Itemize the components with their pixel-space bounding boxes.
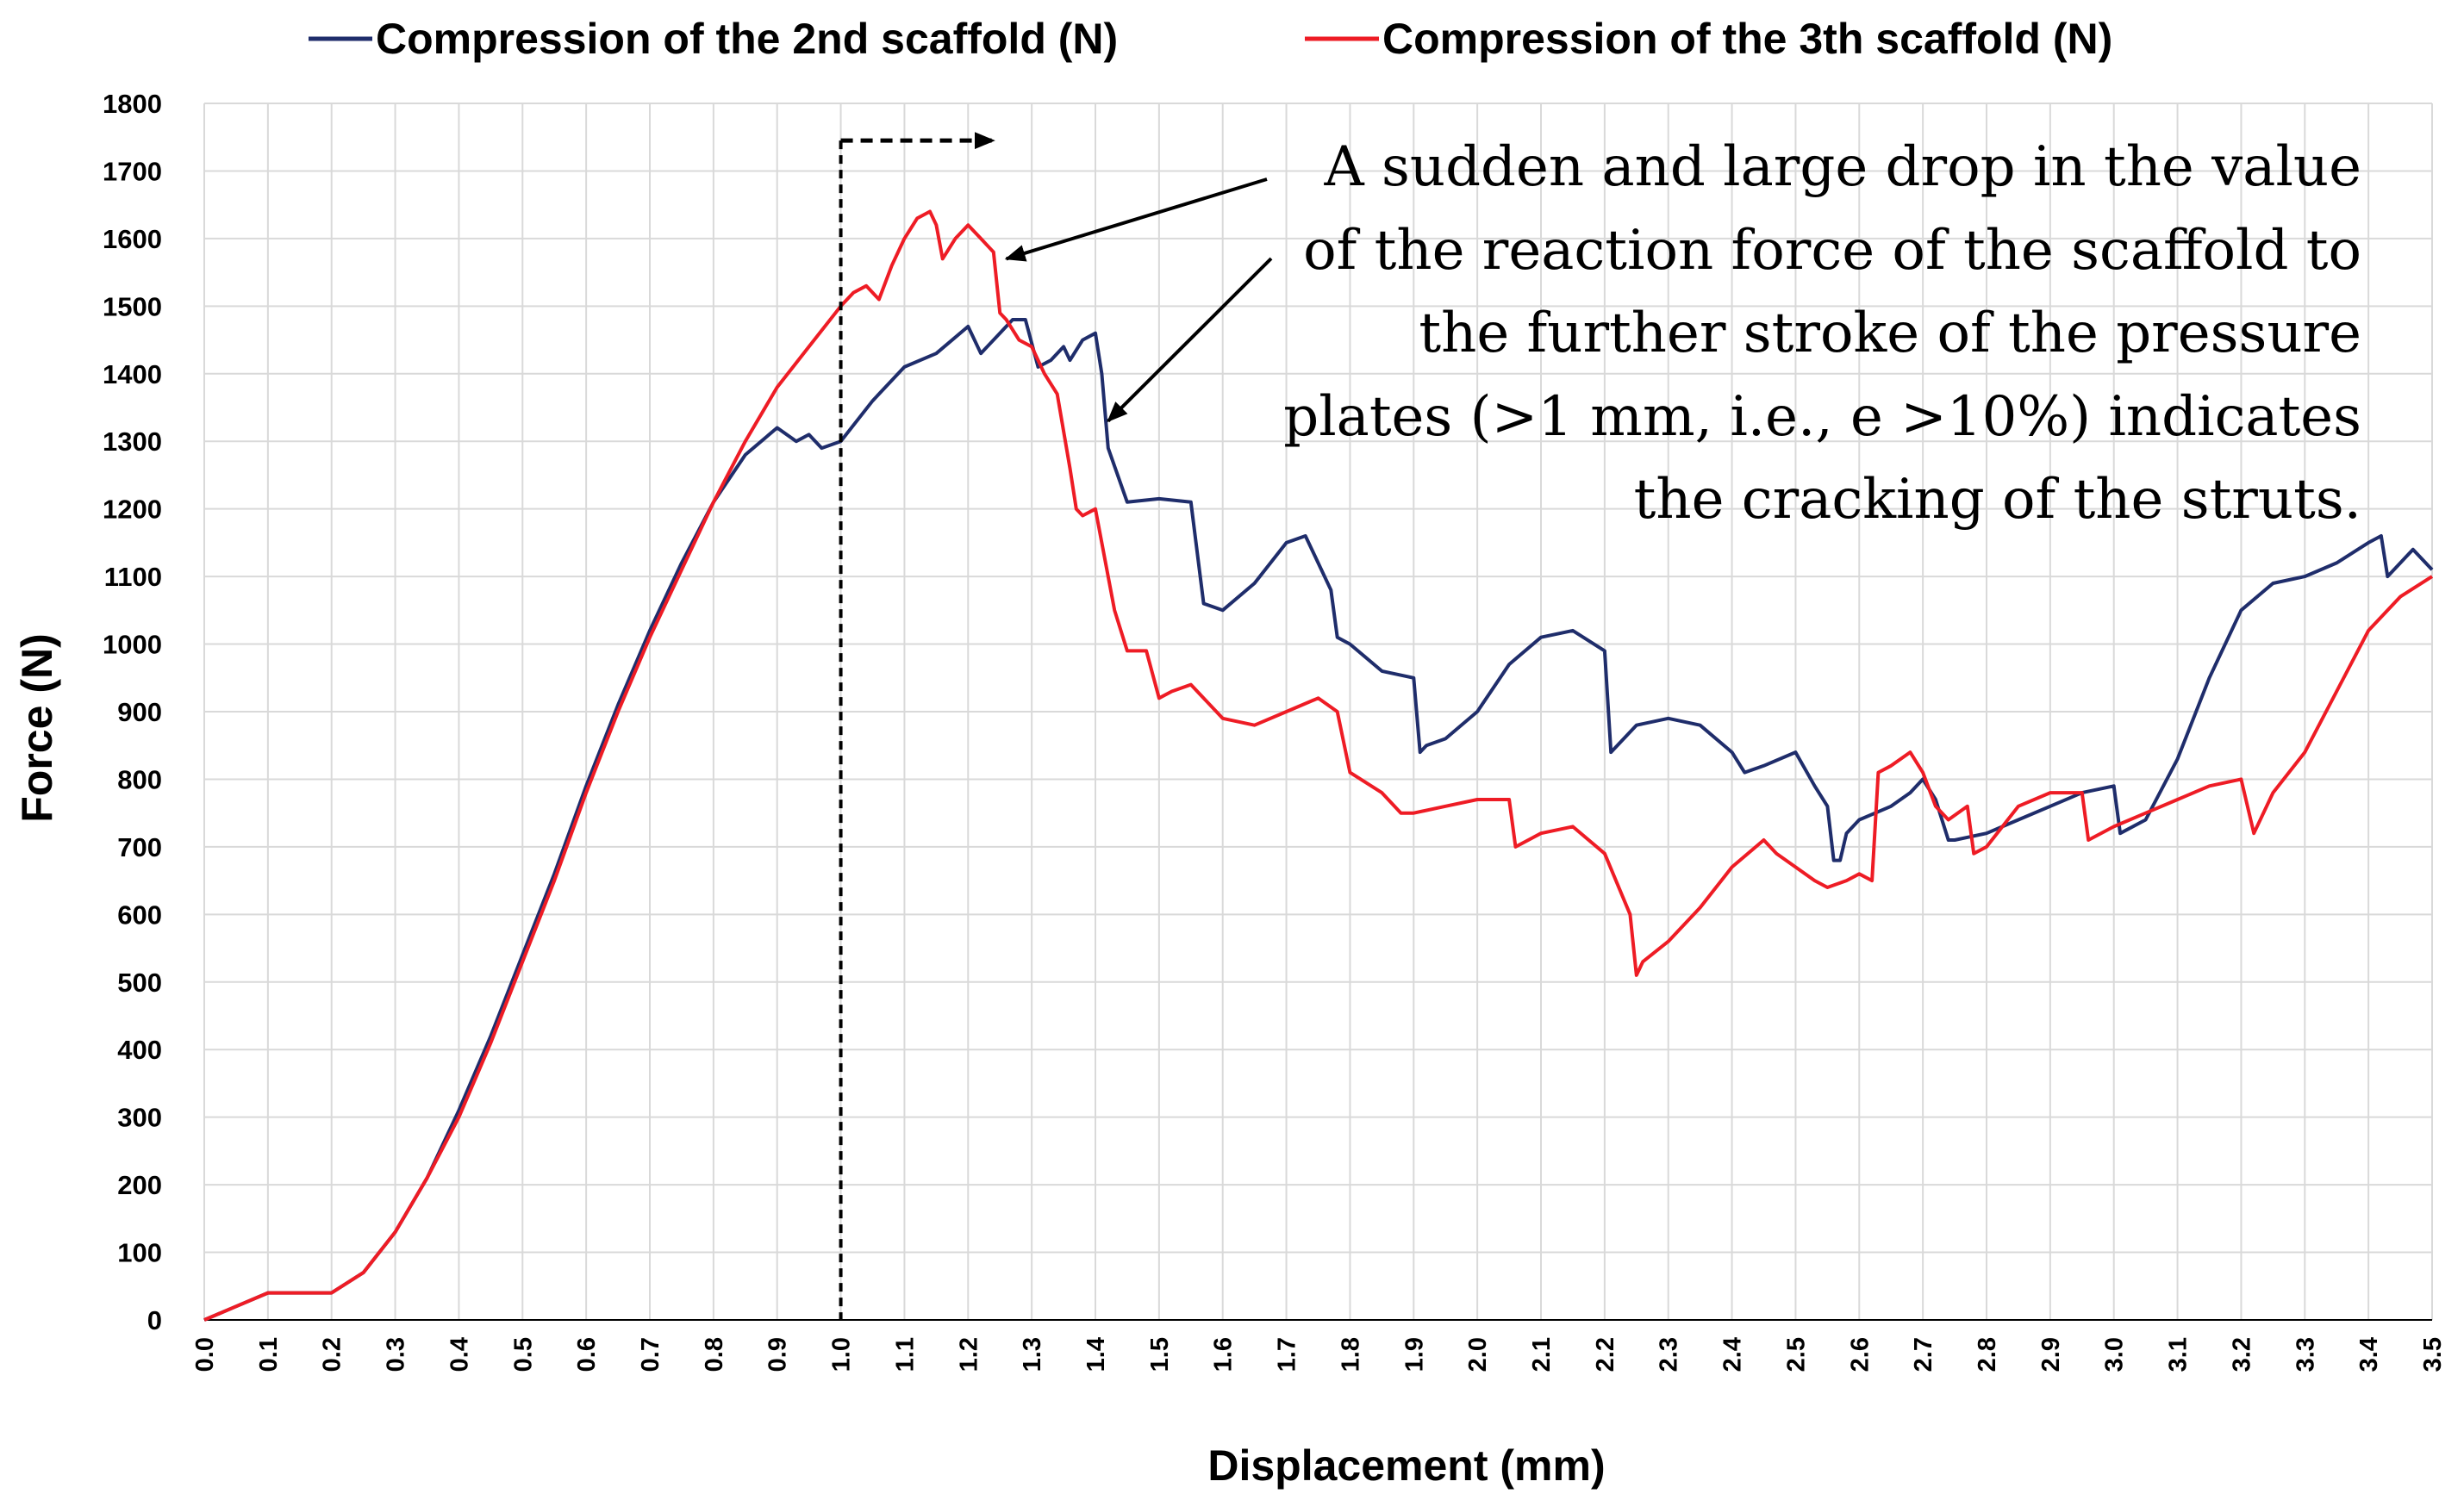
y-tick-label: 1500 (103, 291, 162, 321)
x-tick-label: 3.4 (2355, 1337, 2383, 1372)
x-tick-label: 2.5 (1782, 1337, 1810, 1372)
y-tick-label: 300 (117, 1103, 162, 1133)
y-tick-label: 100 (117, 1238, 162, 1268)
y-tick-label: 1600 (103, 224, 162, 254)
annotation-arrows (1004, 177, 1273, 423)
y-tick-label: 1400 (103, 359, 162, 389)
y-axis-title: Force (N) (13, 633, 61, 822)
annotation-arrow (1107, 257, 1273, 423)
x-tick-label: 2.2 (1592, 1337, 1619, 1372)
x-tick-label: 3.3 (2292, 1337, 2319, 1372)
x-tick-label: 1.1 (891, 1337, 919, 1372)
x-axis-title: Displacement (mm) (1207, 1441, 1605, 1490)
x-tick-label: 2.8 (1974, 1337, 2001, 1372)
y-tick-label: 1300 (103, 426, 162, 457)
annotation-line-5: the cracking of the struts. (1634, 468, 2361, 532)
x-tick-label: 3.1 (2165, 1337, 2193, 1372)
x-tick-label: 1.7 (1274, 1337, 1301, 1372)
x-tick-label: 0.3 (383, 1337, 410, 1372)
legend-label-series1: Compression of the 2nd scaffold (N) (376, 15, 1118, 63)
y-tick-label: 1700 (103, 156, 162, 186)
annotation-text: A sudden and large drop in the value of … (1283, 135, 2361, 532)
y-tick-label: 1100 (104, 562, 162, 592)
legend: Compression of the 2nd scaffold (N) Comp… (309, 15, 2112, 63)
annotation-line-4: plates (>1 mm, i.e., e >10%) indicates (1283, 385, 2361, 449)
y-tick-label: 200 (117, 1170, 162, 1200)
x-tick-label: 3.2 (2228, 1337, 2255, 1372)
x-tick-label: 1.3 (1019, 1337, 1046, 1372)
x-tick-label: 3.0 (2101, 1337, 2129, 1372)
x-tick-label: 1.9 (1400, 1337, 1428, 1372)
x-tick-label: 0.6 (573, 1337, 601, 1372)
x-tick-label: 2.4 (1719, 1337, 1747, 1372)
x-tick-label: 2.7 (1910, 1337, 1937, 1372)
x-tick-label: 0.8 (701, 1337, 728, 1372)
y-tick-label: 500 (117, 968, 162, 998)
x-tick-label: 0.1 (255, 1337, 283, 1372)
x-tick-label: 1.8 (1337, 1337, 1364, 1372)
onset-marker (839, 132, 995, 1320)
y-tick-label: 0 (147, 1305, 162, 1335)
series-lines (203, 209, 2434, 1322)
x-tick-label: 2.1 (1528, 1337, 1556, 1372)
x-tick-label: 0.5 (509, 1337, 537, 1372)
x-tick-label: 2.6 (1846, 1337, 1874, 1372)
x-tick-label: 0.0 (191, 1337, 219, 1372)
x-tick-label: 2.0 (1464, 1337, 1492, 1372)
annotation-arrow (1004, 177, 1268, 262)
y-tick-labels: 0 100 200 300 400 500 600 700 800 900 1000 1100 1200… (103, 89, 162, 1335)
x-tick-label: 1.2 (955, 1337, 982, 1372)
y-tick-label: 900 (117, 697, 162, 727)
series-line-1 (203, 318, 2434, 1322)
y-tick-label: 400 (117, 1035, 162, 1065)
x-tick-label: 1.5 (1146, 1337, 1174, 1372)
x-tick-labels: 0.0 0.1 0.2 0.3 0.4 0.5 0.6 0.7 0.8 0.9 1.0 1.1 1.2 1… (191, 1337, 2447, 1372)
x-tick-label: 1.4 (1082, 1337, 1110, 1372)
x-tick-label: 0.2 (319, 1337, 346, 1372)
x-tick-label: 1.0 (828, 1337, 856, 1372)
annotation-line-3: the further stroke of the pressure (1419, 302, 2361, 365)
y-tick-label: 700 (117, 832, 162, 862)
grid-lines (203, 103, 2433, 1320)
y-tick-label: 1200 (103, 495, 162, 525)
series-line-2 (203, 209, 2434, 1322)
annotation-line-1: A sudden and large drop in the value (1323, 135, 2361, 199)
x-tick-label: 0.4 (446, 1337, 473, 1372)
annotation-line-2: of the reaction force of the scaffold to (1303, 219, 2361, 283)
y-tick-label: 1800 (103, 89, 162, 119)
x-tick-label: 2.9 (2037, 1337, 2065, 1372)
y-tick-label: 800 (117, 764, 162, 794)
x-tick-label: 0.9 (764, 1337, 792, 1372)
legend-label-series2: Compression of the 3th scaffold (N) (1382, 15, 2112, 63)
y-tick-label: 1000 (103, 630, 162, 660)
y-tick-label: 600 (117, 899, 162, 930)
x-tick-label: 0.7 (637, 1337, 664, 1372)
x-tick-label: 3.5 (2419, 1337, 2447, 1372)
x-tick-label: 1.6 (1210, 1337, 1238, 1372)
x-tick-label: 2.3 (1656, 1337, 1683, 1372)
